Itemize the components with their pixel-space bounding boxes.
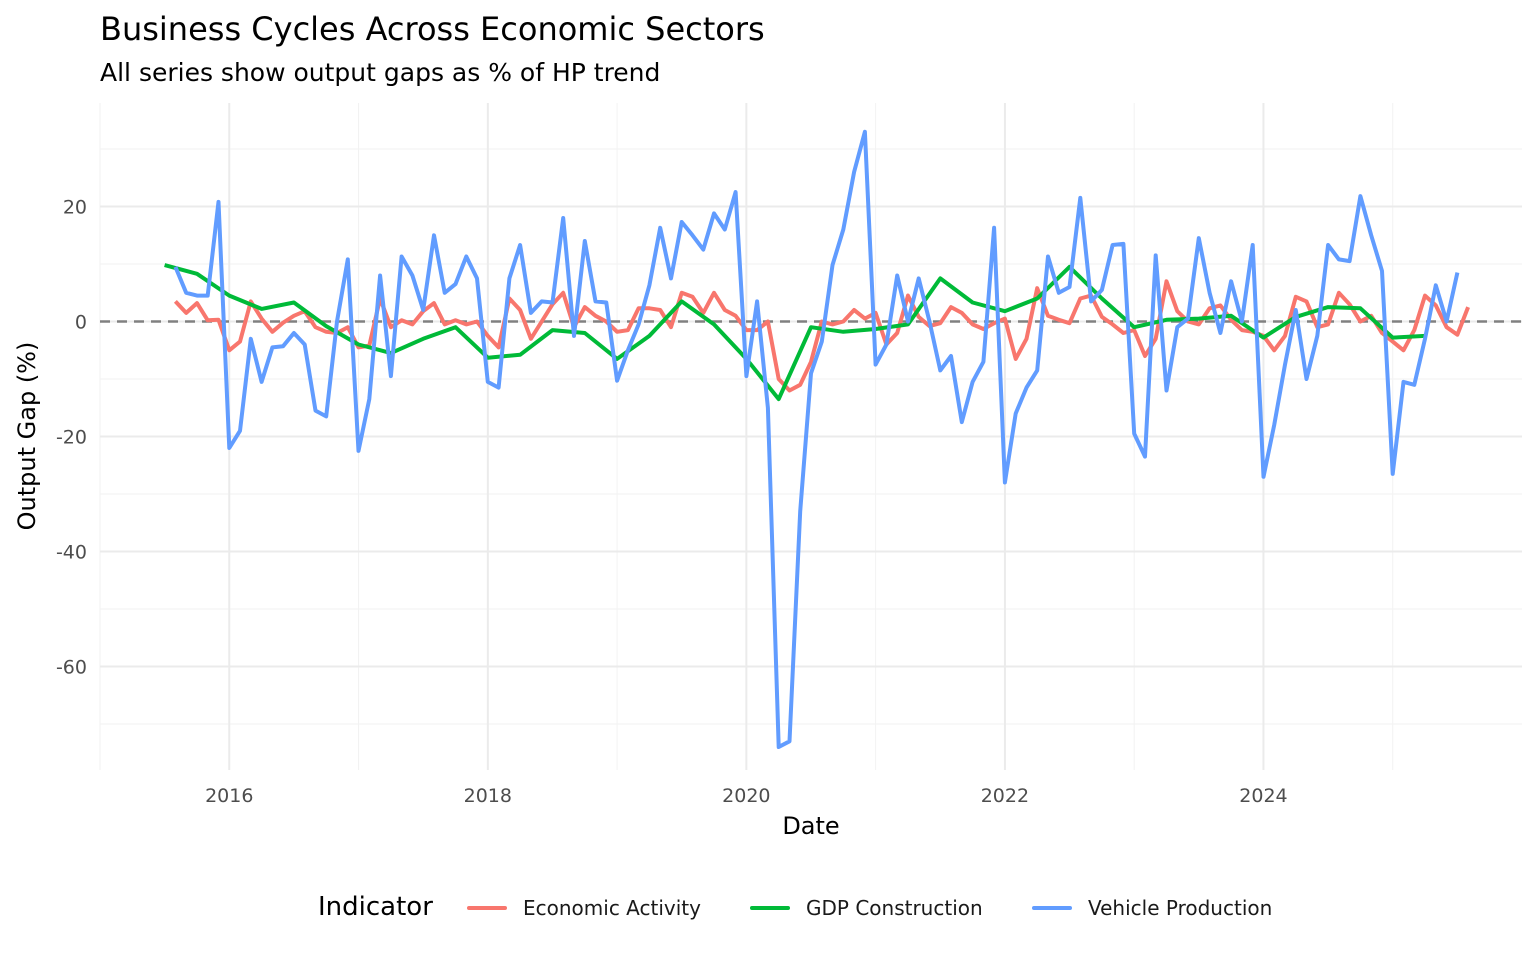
legend-label: Economic Activity <box>523 896 701 920</box>
series-lines <box>164 129 1470 749</box>
legend-label: GDP Construction <box>806 896 983 920</box>
y-axis-ticks: 20 0 -20 -40 -60 <box>56 197 87 679</box>
series-line-vehicle-production <box>173 129 1460 749</box>
y-tick-label: 0 <box>75 312 87 334</box>
legend-key-gdp-construction <box>750 906 790 910</box>
x-axis-title: Date <box>782 812 839 840</box>
y-tick-label: -20 <box>56 427 87 449</box>
y-axis-title: Output Gap (%) <box>13 342 41 531</box>
legend-key-economic-activity <box>467 906 507 910</box>
legend-title: Indicator <box>318 892 433 922</box>
y-tick-label: 20 <box>63 197 87 219</box>
chart-title: Business Cycles Across Economic Sectors <box>100 10 765 48</box>
x-tick-label: 2016 <box>205 785 253 807</box>
line-chart: 20 0 -20 -40 -60 2016 2018 2020 2022 2024 Date O… <box>13 103 1522 840</box>
x-tick-label: 2018 <box>464 785 512 807</box>
legend-label: Vehicle Production <box>1088 896 1273 920</box>
legend: Indicator Economic Activity GDP Construc… <box>0 884 1536 934</box>
legend-key-vehicle-production <box>1032 906 1072 910</box>
x-axis-ticks: 2016 2018 2020 2022 2024 <box>205 785 1288 807</box>
x-tick-label: 2020 <box>722 785 770 807</box>
x-tick-label: 2024 <box>1239 785 1287 807</box>
y-tick-label: -40 <box>56 542 87 564</box>
chart-subtitle: All series show output gaps as % of HP t… <box>100 58 661 87</box>
major-gridlines <box>100 103 1522 770</box>
x-tick-label: 2022 <box>981 785 1029 807</box>
y-tick-label: -60 <box>56 657 87 679</box>
